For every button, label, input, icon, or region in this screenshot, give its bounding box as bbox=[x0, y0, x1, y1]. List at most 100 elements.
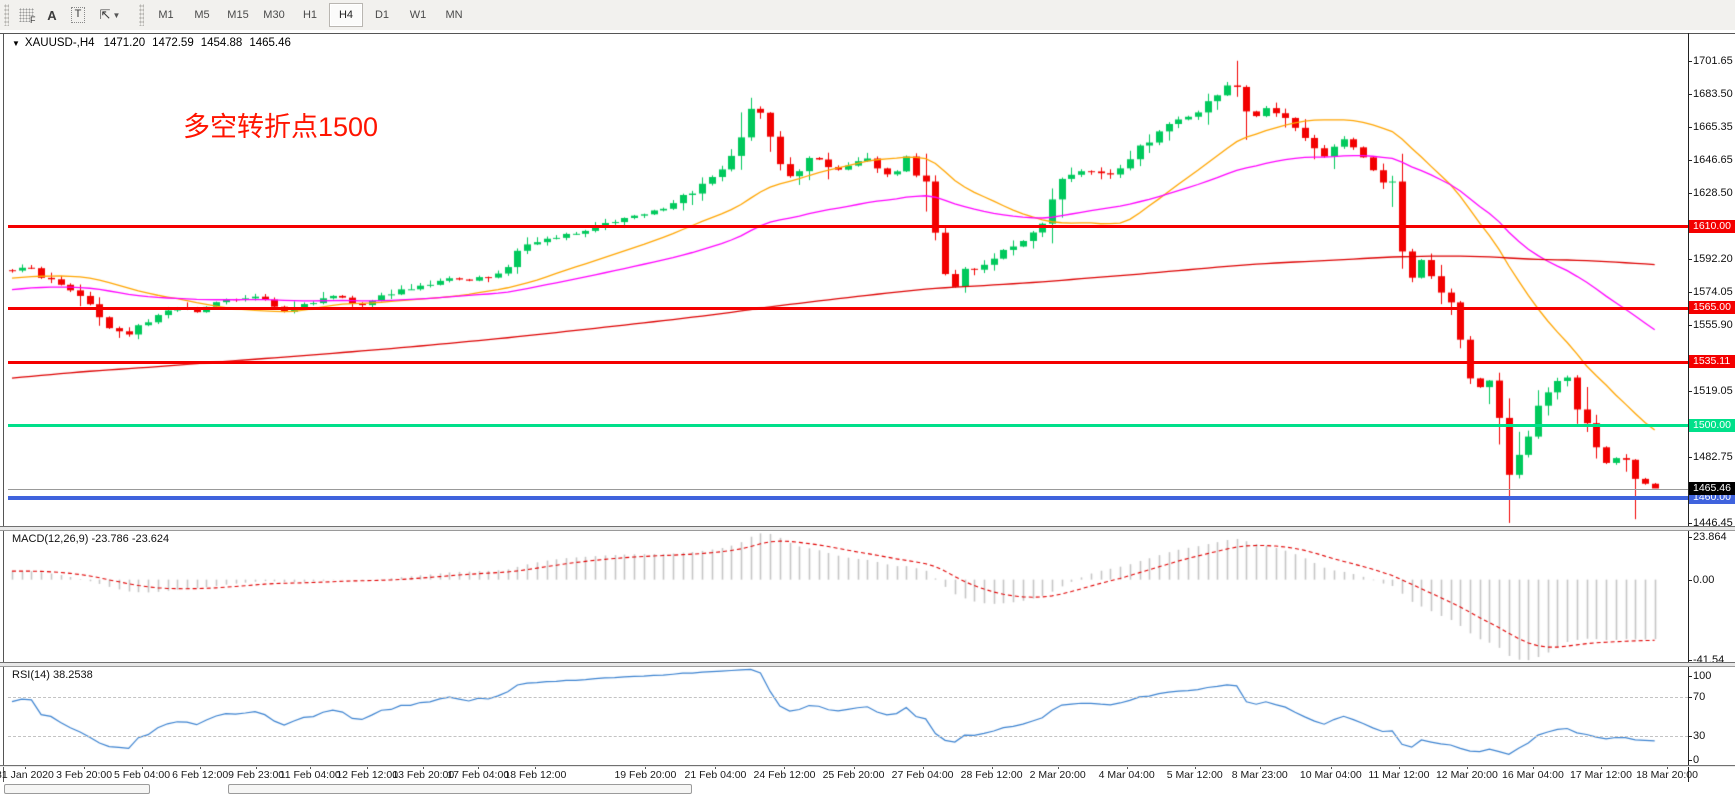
price-axis-tick: 1555.90 bbox=[1688, 319, 1735, 331]
price-axis-tick: 1574.05 bbox=[1688, 286, 1735, 298]
time-axis-tick bbox=[1466, 766, 1468, 769]
low-value: 1454.88 bbox=[200, 37, 243, 49]
time-axis-tick bbox=[24, 766, 26, 769]
timeframe-button-W1[interactable]: W1 bbox=[409, 9, 427, 21]
price-line-label-1535.11: 1535.11 bbox=[1689, 355, 1735, 369]
timeframe-button-M1[interactable]: M1 bbox=[158, 9, 174, 21]
price-axis-tick: 1701.65 bbox=[1688, 55, 1735, 67]
time-axis-label: 8 Mar 23:00 bbox=[1231, 769, 1288, 781]
font-a-icon: A bbox=[47, 7, 57, 23]
bid-price-label: 1465.46 bbox=[1689, 481, 1735, 495]
time-axis-label: 21 Feb 04:00 bbox=[684, 769, 747, 781]
price-axis-tick: 1683.50 bbox=[1688, 88, 1735, 100]
time-axis-label: 5 Mar 12:00 bbox=[1166, 769, 1223, 781]
time-axis-tick bbox=[367, 766, 369, 769]
time-axis-label: 16 Mar 04:00 bbox=[1501, 769, 1564, 781]
rsi-axis-tick: 70 bbox=[1688, 691, 1735, 703]
time-axis-label: 3 Feb 20:00 bbox=[56, 769, 113, 781]
horizontal-line-1610.00[interactable] bbox=[8, 225, 1688, 229]
toolbar-drag-handle[interactable] bbox=[4, 4, 9, 26]
time-axis-tick bbox=[1259, 766, 1261, 769]
time-axis-label: 19 Feb 20:00 bbox=[614, 769, 677, 781]
high-value: 1472.59 bbox=[152, 37, 194, 49]
text-label-icon: T bbox=[70, 7, 86, 23]
time-axis-tick bbox=[1532, 766, 1534, 769]
timeframe-button-M15[interactable]: M15 bbox=[227, 9, 249, 21]
time-axis-label: 6 Feb 12:00 bbox=[172, 769, 229, 781]
bottom-scrollbar-thumb[interactable] bbox=[228, 784, 692, 794]
rsi-axis-tick: 100 bbox=[1688, 670, 1735, 682]
price-axis-separator bbox=[1688, 33, 1689, 782]
toolbar-drag-handle-2[interactable] bbox=[139, 4, 144, 26]
time-axis-tick bbox=[256, 766, 258, 769]
horizontal-line-1500.00[interactable] bbox=[8, 424, 1688, 428]
horizontal-line-1535.11[interactable] bbox=[8, 360, 1688, 364]
time-axis-label: 18 Feb 12:00 bbox=[504, 769, 567, 781]
time-axis-label: 31 Jan 2020 bbox=[0, 769, 54, 781]
price-axis-tick: 1592.20 bbox=[1688, 253, 1735, 265]
annotation-text[interactable]: 多空转折点1500 bbox=[183, 112, 379, 142]
horizontal-line-1565.00[interactable] bbox=[8, 306, 1688, 310]
rsi-axis-tick: 30 bbox=[1688, 730, 1735, 742]
timeframe-button-H4[interactable]: H4 bbox=[329, 3, 363, 27]
time-axis-label: 12 Mar 20:00 bbox=[1435, 769, 1498, 781]
bid-price-line bbox=[8, 488, 1688, 490]
text-label-tool-button[interactable]: T bbox=[65, 3, 91, 27]
time-axis-tick bbox=[1194, 766, 1196, 769]
chevron-down-icon: ▼ bbox=[112, 10, 121, 20]
time-axis-label: 17 Feb 04:00 bbox=[447, 769, 510, 781]
arrows-tool-button[interactable]: ⇱ ▼ bbox=[91, 3, 129, 27]
time-axis-tick bbox=[1600, 766, 1602, 769]
price-axis-tick: 1628.50 bbox=[1688, 187, 1735, 199]
time-axis-tick bbox=[922, 766, 924, 769]
price-chart-canvas[interactable] bbox=[0, 30, 1735, 794]
timeframe-button-H1[interactable]: H1 bbox=[302, 9, 318, 21]
time-axis-tick bbox=[478, 766, 480, 769]
time-axis-label: 12 Feb 12:00 bbox=[336, 769, 399, 781]
price-line-label-1565.00: 1565.00 bbox=[1689, 301, 1735, 315]
price-axis-tick: 1446.45 bbox=[1688, 517, 1735, 529]
time-axis-label: 5 Feb 04:00 bbox=[114, 769, 171, 781]
pane-separator-rsi[interactable] bbox=[0, 662, 1735, 667]
time-axis-label: 4 Mar 04:00 bbox=[1098, 769, 1155, 781]
time-axis-tick bbox=[784, 766, 786, 769]
time-axis-tick bbox=[645, 766, 647, 769]
time-axis-label: 9 Feb 23:00 bbox=[228, 769, 285, 781]
timeframe-button-M5[interactable]: M5 bbox=[194, 9, 210, 21]
time-axis-tick bbox=[535, 766, 537, 769]
macd-label: MACD(12,26,9) -23.786 -23.624 bbox=[12, 533, 170, 545]
price-line-label-1610.00: 1610.00 bbox=[1689, 219, 1735, 233]
rsi-level-line-30 bbox=[8, 736, 1688, 737]
font-tool-button[interactable]: A bbox=[39, 3, 65, 27]
bottom-scrollbar-box[interactable] bbox=[4, 784, 150, 794]
time-axis-label: 11 Mar 12:00 bbox=[1368, 769, 1430, 781]
time-axis-tick bbox=[142, 766, 144, 769]
collapse-triangle-icon[interactable]: ▼ bbox=[12, 38, 20, 48]
rsi-axis-tick: 0 bbox=[1688, 754, 1735, 766]
price-axis-tick: 1482.75 bbox=[1688, 451, 1735, 463]
toolbar: F A T ⇱ ▼ M1 M5 M15 M30 H1 H4 D1 W1 MN bbox=[0, 0, 1735, 31]
time-axis-label: 28 Feb 12:00 bbox=[960, 769, 1023, 781]
chart-grid-tool-button[interactable]: F bbox=[13, 3, 39, 27]
time-axis-label: 2 Mar 20:00 bbox=[1029, 769, 1086, 781]
time-axis-tick bbox=[715, 766, 717, 769]
price-line-label-1500.00: 1500.00 bbox=[1689, 418, 1735, 432]
timeframe-button-D1[interactable]: D1 bbox=[374, 9, 390, 21]
chart-window: ▼ XAUUSD-,H4 1471.20 1472.59 1454.88 146… bbox=[0, 30, 1735, 794]
time-axis-label: 11 Feb 04:00 bbox=[279, 769, 341, 781]
arrows-icon: ⇱ bbox=[99, 7, 111, 22]
timeframe-button-M30[interactable]: M30 bbox=[263, 9, 285, 21]
price-axis-tick: 1519.05 bbox=[1688, 385, 1735, 397]
close-value: 1465.46 bbox=[249, 37, 291, 49]
timeframe-button-MN[interactable]: MN bbox=[445, 9, 463, 21]
time-axis-separator bbox=[0, 765, 1735, 767]
time-axis-tick bbox=[423, 766, 425, 769]
time-axis-label: 17 Mar 12:00 bbox=[1570, 769, 1632, 781]
chart-window-border-left bbox=[3, 33, 4, 782]
time-axis-tick bbox=[310, 766, 312, 769]
pane-separator-macd[interactable] bbox=[0, 526, 1735, 531]
time-axis-label: 24 Feb 12:00 bbox=[753, 769, 816, 781]
horizontal-line-1460.00[interactable] bbox=[8, 496, 1688, 501]
macd-axis-tick: 23.864 bbox=[1688, 531, 1735, 543]
rsi-level-line-70 bbox=[8, 697, 1688, 698]
